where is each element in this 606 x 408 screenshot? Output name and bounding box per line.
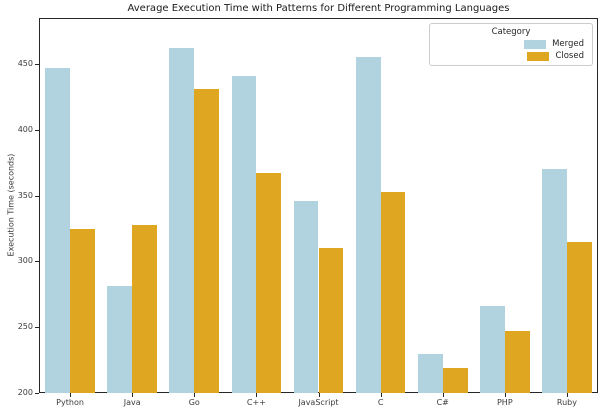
x-tick-label-Ruby: Ruby — [556, 398, 577, 407]
legend-title: Category — [491, 27, 531, 37]
y-tick-label-400: 400 — [17, 124, 33, 134]
x-tick-mark-C — [380, 393, 382, 397]
legend-entry-closed: Closed — [437, 51, 585, 61]
bar-go-closed — [194, 89, 220, 393]
x-tick-mark-Go — [194, 393, 196, 397]
bar-c++-closed — [256, 173, 282, 393]
y-tick-label-200: 200 — [17, 388, 33, 397]
bar-ruby-merged — [542, 169, 567, 393]
bar-c-merged — [355, 57, 381, 393]
x-tick-label-PHP: PHP — [496, 398, 513, 407]
bar-php-merged — [479, 306, 505, 393]
legend-label-closed: Closed — [555, 51, 584, 61]
y-tick-mark-300 — [35, 261, 39, 263]
x-tick-label-Java: Java — [123, 398, 141, 407]
x-tick-label-Go: Go — [188, 398, 200, 407]
y-tick-mark-400 — [35, 129, 39, 131]
legend-entry-merged: Merged — [437, 39, 585, 49]
x-tick-mark-Java — [132, 393, 134, 397]
y-axis-label: Execution Time (seconds) — [6, 153, 16, 257]
legend: Category Merged Closed — [429, 23, 593, 66]
bar-javascript-closed — [318, 248, 344, 393]
y-tick-label-350: 350 — [17, 190, 33, 200]
x-tick-mark-Ruby — [566, 393, 568, 397]
x-tick-mark-C# — [442, 393, 444, 397]
bar-go-merged — [169, 48, 195, 393]
y-tick-label-250: 250 — [17, 322, 33, 332]
x-tick-mark-C++ — [256, 393, 258, 397]
x-tick-label-C++: C++ — [246, 398, 266, 407]
bar-javascript-merged — [293, 200, 319, 393]
y-tick-mark-200 — [35, 393, 39, 394]
bar-c#-merged — [417, 353, 443, 393]
bar-c#-closed — [442, 368, 468, 393]
bar-php-closed — [504, 331, 530, 393]
bar-python-closed — [70, 228, 95, 393]
y-tick-mark-350 — [35, 195, 39, 197]
x-tick-mark-JavaScript — [318, 393, 320, 397]
closed-swatch-icon — [527, 51, 550, 61]
bar-java-closed — [132, 224, 157, 393]
y-tick-mark-250 — [35, 327, 39, 329]
x-tick-label-JavaScript: JavaScript — [298, 398, 339, 407]
merged-swatch-icon — [524, 39, 547, 49]
x-tick-label-C#: C# — [436, 398, 449, 407]
x-tick-mark-PHP — [504, 393, 506, 397]
y-tick-label-450: 450 — [17, 59, 33, 69]
x-tick-label-C: C — [377, 398, 384, 407]
bar-c++-merged — [231, 75, 257, 393]
bar-c-closed — [380, 191, 406, 393]
chart-title: Average Execution Time with Patterns for… — [127, 3, 510, 14]
legend-label-merged: Merged — [552, 39, 584, 49]
y-tick-mark-450 — [35, 64, 39, 66]
x-tick-mark-Python — [70, 393, 72, 397]
bar-python-merged — [45, 68, 71, 393]
bar-ruby-closed — [566, 241, 592, 393]
y-tick-label-300: 300 — [17, 256, 33, 266]
bar-java-merged — [107, 286, 133, 393]
x-tick-label-Python: Python — [56, 398, 84, 407]
